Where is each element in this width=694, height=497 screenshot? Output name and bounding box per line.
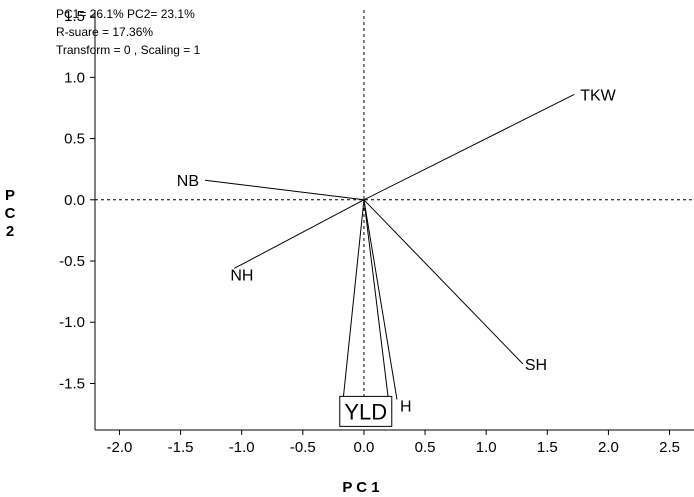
y-axis-title-char: P [5,187,15,204]
x-tick-label: 2.0 [598,439,619,456]
x-tick-label: 0.5 [415,439,436,456]
x-tick-label: 0.0 [354,439,375,456]
x-tick-label: 2.5 [659,439,680,456]
x-tick-label: 1.0 [476,439,497,456]
vector-label-nb: NB [177,173,199,190]
y-axis-title-char: C [5,205,16,222]
y-tick-label: 0.0 [64,192,85,209]
vector-line-yld-left [342,199,365,400]
vector-line-tkw [363,94,575,201]
y-tick-label: 1.5 [64,8,85,25]
x-tick-label: 1.5 [537,439,558,456]
x-tick-label: -1.5 [168,439,194,456]
vector-label-nh: NH [230,267,253,284]
y-axis-title: PC2 [5,187,16,240]
vector-label-box-yld [339,395,393,427]
vector-label-sh: SH [525,357,547,374]
vector-label-tkw: TKW [580,87,616,104]
x-axis-title: P C 1 [342,479,379,496]
vector-label-yld: YLD [344,399,387,424]
info-line-variance: PC1= 26.1% PC2= 23.1% [56,7,195,21]
x-tick-label: -2.0 [107,439,133,456]
x-tick-label: -1.0 [229,439,255,456]
info-line-transform: Transform = 0 , Scaling = 1 [56,43,201,57]
y-tick-label: -1.5 [59,375,85,392]
vector-line-nh [234,199,365,269]
vector-line-yld-right [363,199,389,400]
y-tick-label: -0.5 [59,253,85,270]
x-tick-label: -0.5 [290,439,316,456]
vector-label-h: H [400,398,412,415]
vector-line-sh [363,199,524,365]
vector-line-nb [204,179,364,201]
vector-line-h [363,199,398,400]
y-tick-label: 1.0 [64,69,85,86]
info-line-rsquare: R-suare = 17.36% [56,25,153,39]
y-tick-label: -1.0 [59,314,85,331]
y-tick-label: 0.5 [64,131,85,148]
y-axis-title-char: 2 [6,223,14,240]
